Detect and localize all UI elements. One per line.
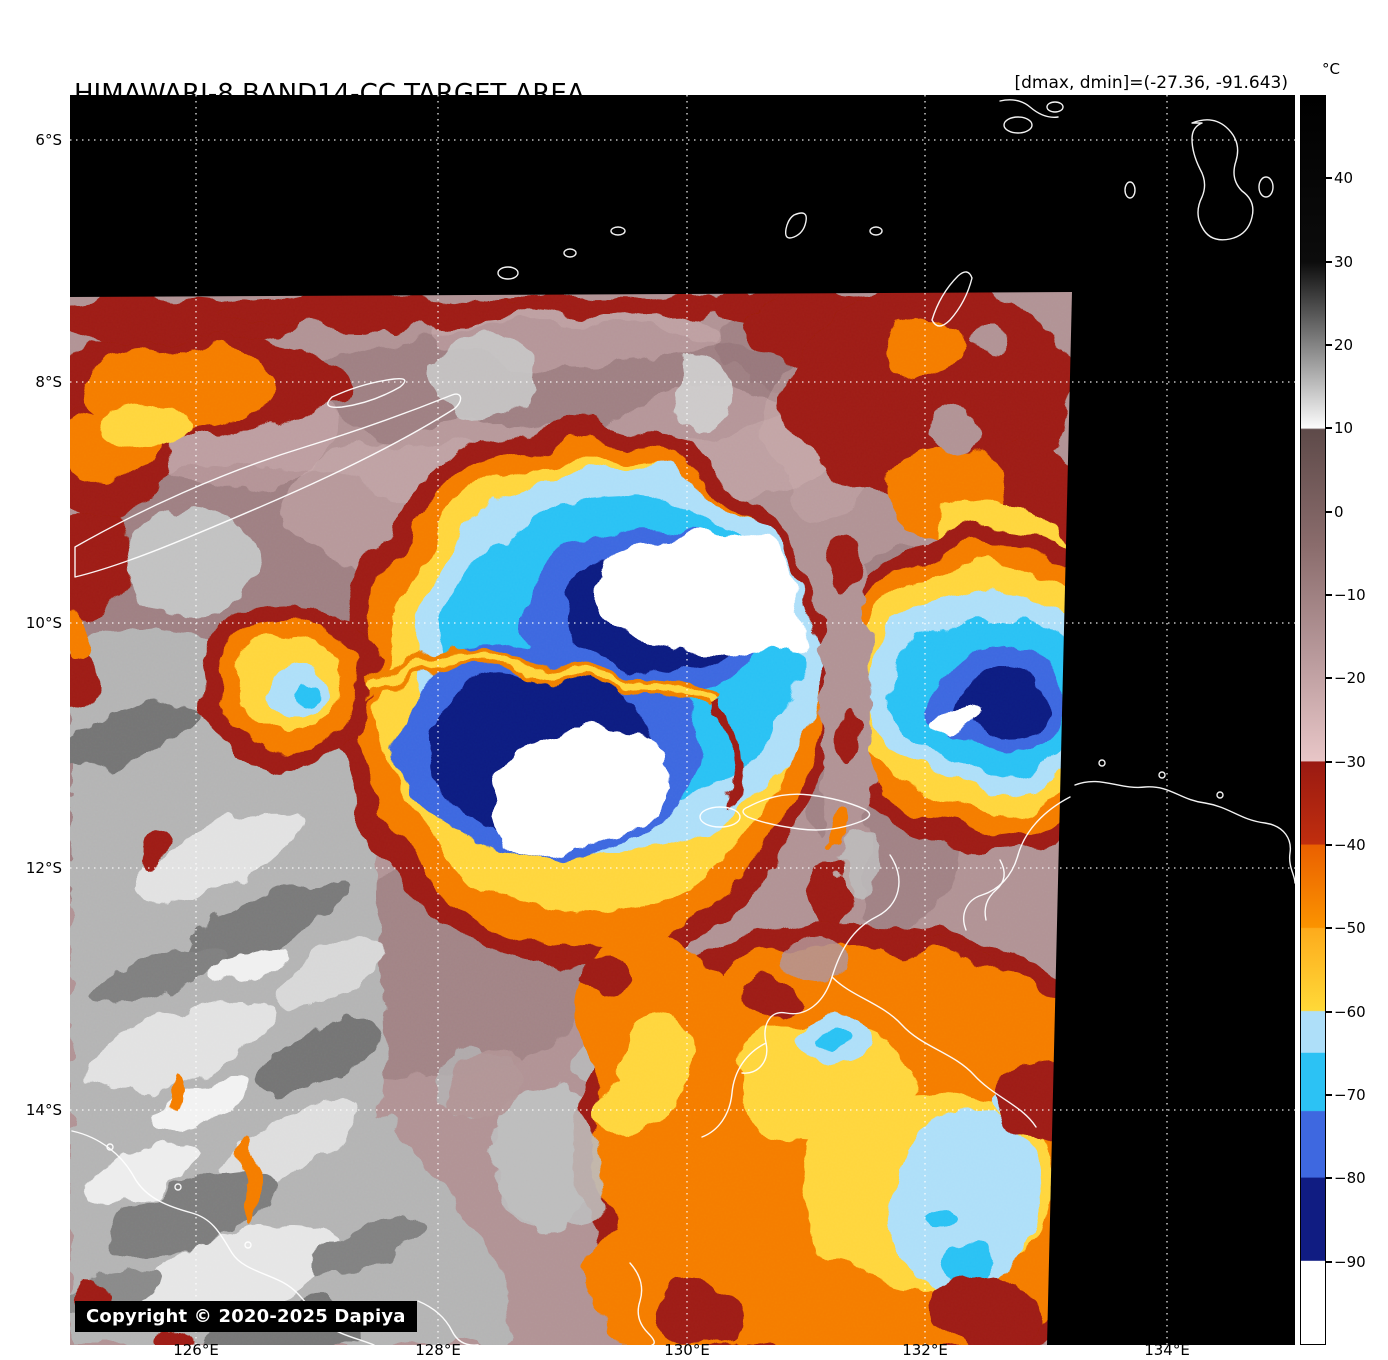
island-small-1 [497, 266, 519, 280]
lon-label-130e: 130°E [664, 1341, 710, 1359]
colorbar-tick-mark [1326, 844, 1332, 846]
lat-label-12s: 12°S [25, 859, 62, 877]
colorbar-tick-label: 20 [1334, 336, 1354, 354]
island-ne-large [1191, 119, 1254, 241]
islet-6 [244, 1241, 252, 1249]
lon-label-134e: 134°E [1144, 1341, 1190, 1359]
colorbar-tick-label: 10 [1334, 419, 1354, 437]
coastline-bathurst [699, 806, 741, 828]
colorbar-tick-label: −60 [1334, 1003, 1366, 1021]
islet-3 [1216, 791, 1224, 799]
colorbar-tick-label: 0 [1334, 503, 1344, 521]
lat-label-6s: 6°S [35, 131, 62, 149]
island-ne-2 [1003, 116, 1033, 134]
coastline-darwin-2 [831, 976, 1037, 1128]
islet-4 [106, 1143, 114, 1151]
colorbar-tick-mark [1326, 511, 1332, 513]
island-small-4 [784, 212, 807, 239]
colorbar-tick-label: −80 [1334, 1169, 1366, 1187]
coastline-darwin-3 [701, 1042, 767, 1138]
coastline-timor [74, 393, 462, 578]
colorbar-tick-label: −70 [1334, 1086, 1366, 1104]
colorbar-tick-mark [1326, 261, 1332, 263]
colorbar-tick-mark [1326, 1094, 1332, 1096]
islet-2 [1158, 771, 1166, 779]
islet-5 [174, 1183, 182, 1191]
lat-label-14s: 14°S [25, 1101, 62, 1119]
colorbar-tick-label: −30 [1334, 753, 1366, 771]
colorbar-tick-mark [1326, 677, 1332, 679]
colorbar-tick-label: −90 [1334, 1253, 1366, 1271]
lon-label-128e: 128°E [415, 1341, 461, 1359]
islet-1 [1098, 759, 1106, 767]
graticule [70, 95, 1295, 1345]
copyright-badge: Copyright © 2020-2025 Dapiya [75, 1301, 417, 1332]
colorbar-tick-label: −50 [1334, 919, 1366, 937]
page-title: HIMAWARI-8 BAND14-CC TARGET AREA [74, 79, 585, 109]
coastline-bottom-center [629, 1262, 655, 1345]
coastline-australia-north [1074, 780, 1295, 884]
colorbar-tick-label: −40 [1334, 836, 1366, 854]
colorbar-tick-mark [1326, 927, 1332, 929]
lon-label-126e: 126°E [173, 1341, 219, 1359]
colorbar-tick-mark [1326, 594, 1332, 596]
satellite-ir-map [70, 95, 1295, 1345]
coastline-tanimbar [931, 271, 973, 327]
colorbar-tick-mark [1326, 1011, 1332, 1013]
island-ne-3 [1046, 101, 1064, 113]
lat-label-10s: 10°S [25, 614, 62, 632]
lat-label-8s: 8°S [35, 373, 62, 391]
colorbar-tick-mark [1326, 761, 1332, 763]
colorbar [1300, 95, 1326, 1345]
island-small-5 [869, 226, 883, 236]
dmax-dmin-readout: [dmax, dmin]=(-27.36, -91.643) [1014, 73, 1289, 93]
colorbar-tick-mark [1326, 1177, 1332, 1179]
coastline-melville [742, 793, 871, 831]
coastline-kimberley-2 [417, 1300, 479, 1345]
colorbar-tick-mark [1326, 427, 1332, 429]
colorbar-tick-mark [1326, 1261, 1332, 1263]
coastline-wetar [327, 377, 406, 408]
colorbar-tick-label: 40 [1334, 169, 1354, 187]
coastline-gulf-2 [984, 859, 1005, 921]
coastlines [71, 99, 1295, 1345]
island-ne-1 [999, 99, 1059, 118]
island-ne-5 [1124, 181, 1136, 199]
colorbar-tick-label: −10 [1334, 586, 1366, 604]
colorbar-tick-label: −20 [1334, 669, 1366, 687]
lon-label-132e: 132°E [902, 1341, 948, 1359]
island-small-3 [610, 226, 626, 236]
colorbar-tick-mark [1326, 177, 1332, 179]
island-small-2 [563, 248, 577, 258]
colorbar-tick-mark [1326, 344, 1332, 346]
colorbar-unit-label: °C [1322, 60, 1340, 78]
data-swath [70, 292, 1072, 1345]
colorbar-tick-label: 30 [1334, 253, 1354, 271]
island-ne-4 [1258, 176, 1274, 198]
coastline-gulf [963, 796, 1071, 931]
